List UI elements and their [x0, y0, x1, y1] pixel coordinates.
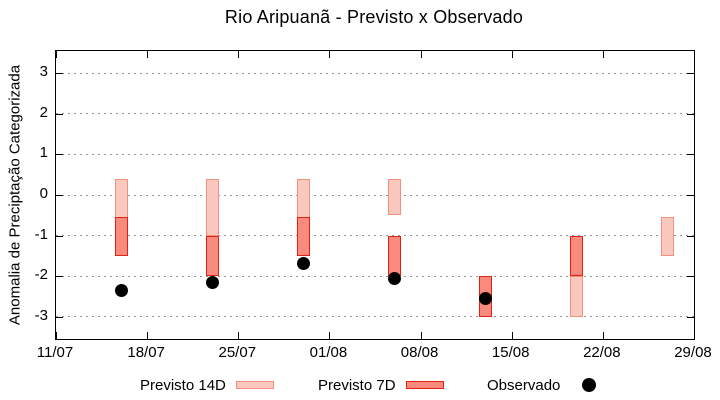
- y-tick-left: [56, 235, 63, 237]
- legend-item-observado: Observado: [487, 374, 597, 396]
- forecast-7d-bar: [114, 217, 128, 256]
- y-tick-label: -1: [34, 225, 48, 243]
- y-gridline: [56, 235, 694, 237]
- forecast-7d-bar: [570, 235, 584, 277]
- x-tick-bottom: [238, 332, 240, 339]
- forecast-7d-bar: [296, 217, 310, 256]
- x-tick-label: 01/08: [309, 344, 348, 361]
- x-tick-label: 11/07: [36, 344, 74, 361]
- x-tick-label: 25/07: [218, 344, 257, 361]
- x-tick-bottom: [329, 332, 331, 339]
- y-tick-right: [687, 73, 694, 75]
- y-tick-right: [687, 113, 694, 115]
- y-tick-label: 3: [39, 63, 48, 81]
- y-tick-left: [56, 113, 63, 115]
- forecast-14d-bar: [570, 276, 584, 317]
- y-tick-left: [56, 73, 63, 75]
- x-tick-top: [56, 51, 57, 58]
- x-tick-label: 29/08: [674, 344, 712, 361]
- legend-label-previsto-7d: Previsto 7D: [318, 376, 396, 394]
- y-gridline: [56, 275, 694, 277]
- observed-dot: [479, 291, 493, 305]
- y-tick-right: [687, 235, 694, 237]
- forecast-7d-bar: [205, 235, 219, 277]
- forecast-14d-bar: [388, 178, 402, 216]
- x-tick-bottom: [511, 332, 513, 339]
- y-tick-left: [56, 276, 63, 278]
- forecast-14d-bar: [661, 217, 675, 256]
- legend: Previsto 14D Previsto 7D Observado: [0, 374, 720, 396]
- y-tick-label: 1: [39, 144, 48, 162]
- forecast-14d-bar: [205, 178, 219, 236]
- x-tick-bottom: [56, 332, 57, 339]
- y-tick-label: 2: [39, 103, 48, 121]
- y-gridline: [56, 113, 694, 115]
- x-tick-label: 18/07: [127, 344, 165, 361]
- x-tick-bottom: [694, 332, 695, 339]
- chart-title: Rio Aripuanã - Previsto x Observado: [224, 7, 524, 27]
- y-tick-label: -2: [34, 266, 48, 284]
- y-tick-right: [687, 316, 694, 318]
- observed-dot: [205, 275, 219, 289]
- y-gridline: [56, 72, 694, 74]
- legend-label-previsto-14d: Previsto 14D: [140, 376, 226, 394]
- y-gridline: [56, 153, 694, 155]
- legend-item-previsto-7d: Previsto 7D: [318, 374, 444, 396]
- observed-dot: [114, 283, 128, 297]
- forecast-7d-bar: [388, 235, 402, 277]
- x-tick-bottom: [602, 332, 604, 339]
- y-tick-left: [56, 316, 63, 318]
- x-tick-label: 15/08: [491, 344, 530, 361]
- x-tick-top: [602, 51, 604, 58]
- x-tick-top: [238, 51, 240, 58]
- previsto-7d-swatch-icon: [405, 381, 444, 389]
- y-tick-left: [56, 195, 63, 196]
- observed-dot: [388, 271, 402, 285]
- observado-dot-icon: [582, 378, 597, 392]
- legend-item-previsto-14d: Previsto 14D: [140, 374, 274, 396]
- x-tick-top: [147, 51, 149, 58]
- y-gridline: [56, 194, 694, 196]
- y-tick-right: [687, 195, 694, 196]
- observed-dot: [296, 257, 310, 271]
- legend-label-observado: Observado: [487, 376, 561, 394]
- y-tick-label: -3: [34, 306, 48, 324]
- x-tick-top: [511, 51, 513, 58]
- x-tick-bottom: [147, 332, 149, 339]
- y-gridline: [56, 316, 694, 318]
- x-tick-top: [329, 51, 331, 58]
- y-tick-right: [687, 154, 694, 156]
- x-tick-bottom: [420, 332, 422, 339]
- plot-area: [55, 50, 695, 340]
- x-tick-label: 08/08: [400, 344, 439, 361]
- x-tick-label: 22/08: [583, 344, 621, 361]
- x-tick-top: [694, 51, 695, 58]
- previsto-14d-swatch-icon: [235, 381, 274, 389]
- y-tick-right: [687, 276, 694, 278]
- x-tick-top: [420, 51, 422, 58]
- y-tick-label: 0: [39, 185, 48, 202]
- y-tick-left: [56, 154, 63, 156]
